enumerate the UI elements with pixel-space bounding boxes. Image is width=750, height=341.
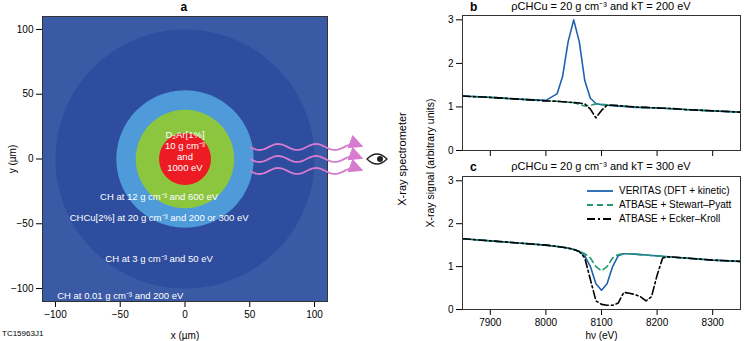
svg-text:50: 50: [244, 309, 256, 320]
svg-text:D₂Ar[1%]10 g cm⁻³and1000 eV: D₂Ar[1%]10 g cm⁻³and1000 eV: [165, 129, 205, 173]
html-text:b: b: [470, 0, 478, 14]
html-text:ρCHCu = 20 g cm⁻³ and kT = 300: ρCHCu = 20 g cm⁻³ and kT = 300 eV: [511, 160, 691, 172]
svg-text:0: 0: [448, 304, 454, 315]
html-text:ρCHCu = 20 g cm⁻³ and kT = 200: ρCHCu = 20 g cm⁻³ and kT = 200 eV: [511, 0, 691, 12]
html-text:c: c: [470, 160, 477, 174]
svg-text:8300: 8300: [702, 317, 725, 328]
svg-text:100: 100: [17, 24, 34, 35]
html-text:a: a: [180, 0, 188, 14]
svg-text:CH at 3 g cm⁻³ and 50 eV: CH at 3 g cm⁻³ and 50 eV: [105, 253, 213, 264]
svg-text:CH at 12 g cm⁻³ and 600 eV: CH at 12 g cm⁻³ and 600 eV: [100, 191, 219, 202]
svg-text:0: 0: [448, 145, 454, 156]
svg-text:CHCu[2%] at 20 g cm⁻³ and 200: CHCu[2%] at 20 g cm⁻³ and 200 or 300 eV: [70, 212, 250, 223]
svg-text:−100: −100: [11, 283, 34, 294]
svg-text:2: 2: [448, 58, 454, 69]
svg-text:x (µm): x (µm): [171, 330, 200, 341]
svg-text:8100: 8100: [590, 317, 613, 328]
html-text:X-ray signal (arbitrary units): X-ray signal (arbitrary units): [424, 98, 436, 228]
svg-text:−100: −100: [44, 309, 67, 320]
svg-text:50: 50: [22, 88, 34, 99]
svg-text:8000: 8000: [535, 317, 558, 328]
svg-text:3: 3: [448, 175, 454, 186]
svg-text:0: 0: [28, 153, 34, 164]
html-text:VERITAS (DFT + kinetic): VERITAS (DFT + kinetic): [619, 185, 730, 196]
svg-text:1: 1: [448, 261, 454, 272]
svg-text:100: 100: [306, 309, 323, 320]
html-text:ATBASE + Stewart–Pyatt: ATBASE + Stewart–Pyatt: [619, 199, 732, 210]
html-text:ATBASE + Ecker–Kroll: ATBASE + Ecker–Kroll: [619, 213, 721, 224]
svg-text:−50: −50: [17, 218, 34, 229]
svg-text:3: 3: [448, 14, 454, 25]
html-text:TC15963J1: TC15963J1: [2, 329, 44, 338]
svg-text:0: 0: [182, 309, 188, 320]
svg-text:8200: 8200: [646, 317, 669, 328]
svg-text:y (µm): y (µm): [7, 145, 18, 174]
svg-text:CH at 0.01 g cm⁻³ and 200 eV: CH at 0.01 g cm⁻³ and 200 eV: [57, 290, 184, 301]
svg-text:−50: −50: [112, 309, 129, 320]
svg-text:7900: 7900: [479, 317, 502, 328]
svg-text:1: 1: [448, 101, 454, 112]
svg-text:hν (eV): hν (eV): [585, 330, 617, 341]
html-text:X-ray spectrometer: X-ray spectrometer: [396, 112, 408, 206]
svg-text:2: 2: [448, 218, 454, 229]
